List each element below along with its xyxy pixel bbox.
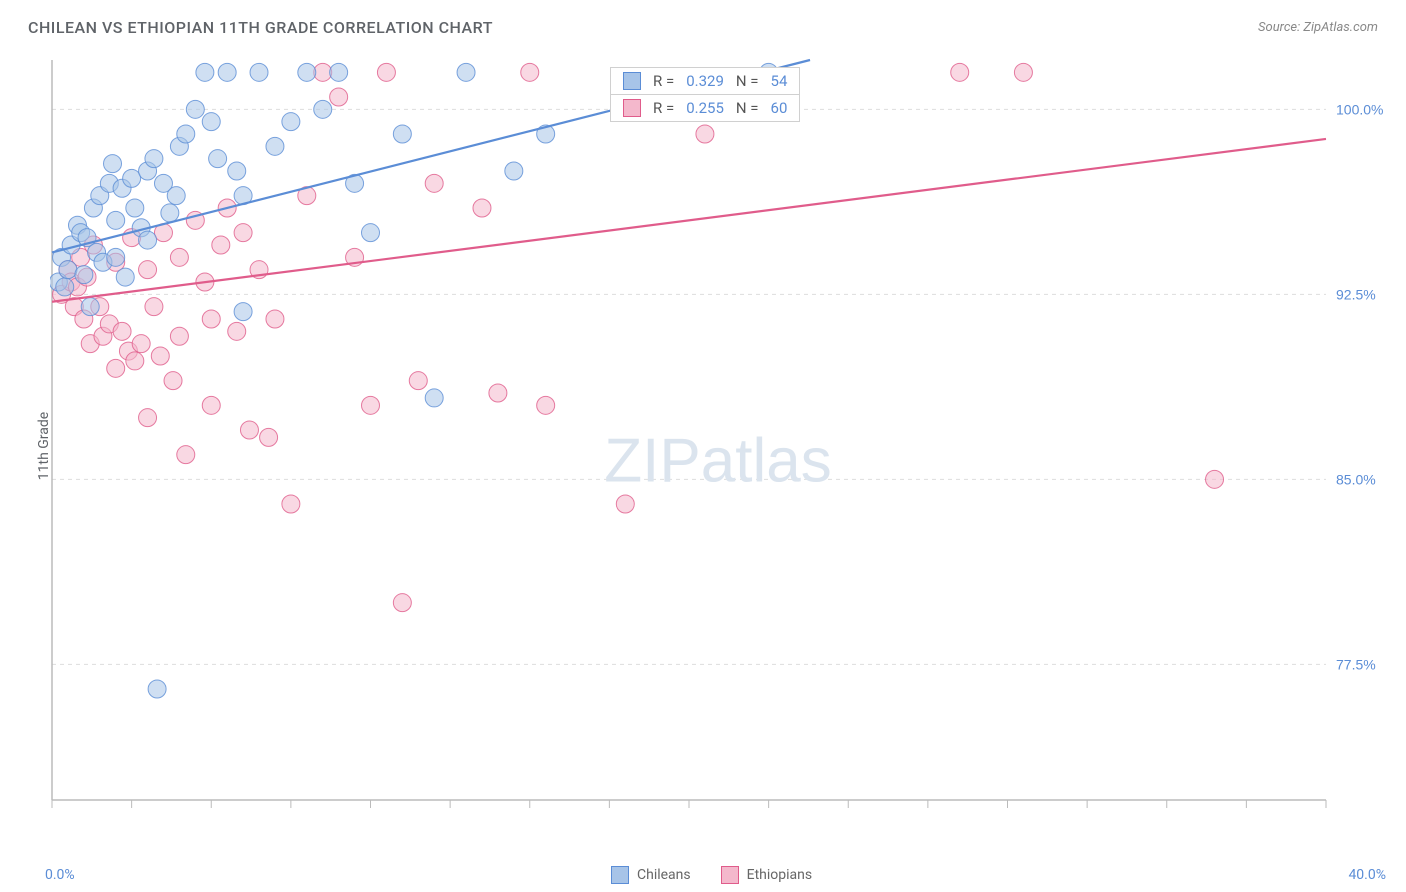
x-axis-max-label: 40.0% [1348, 867, 1386, 883]
legend-label-b: Ethiopians [747, 867, 812, 883]
legend-swatch-a [623, 72, 641, 90]
legend-item-b: Ethiopians [721, 866, 812, 884]
correlation-legend: R =0.329 N =54 R =0.255 N =60 [610, 67, 800, 122]
x-axis-footer: 0.0% Chileans Ethiopians 40.0% [45, 866, 1386, 884]
r-value-b: 0.255 [686, 99, 724, 117]
legend-label-a: Chileans [637, 867, 691, 883]
svg-text:100.0%: 100.0% [1336, 101, 1383, 117]
legend-row-b: R =0.255 N =60 [611, 95, 799, 121]
legend-item-a: Chileans [611, 866, 691, 884]
chart-title: CHILEAN VS ETHIOPIAN 11TH GRADE CORRELAT… [28, 18, 493, 37]
source-label: Source: ZipAtlas.com [1258, 20, 1378, 35]
x-axis-min-label: 0.0% [45, 867, 75, 883]
svg-text:85.0%: 85.0% [1336, 471, 1376, 487]
r-value-a: 0.329 [686, 72, 724, 90]
svg-text:92.5%: 92.5% [1336, 286, 1376, 302]
series-legend: Chileans Ethiopians [611, 866, 812, 884]
legend-swatch-a-footer [611, 866, 629, 884]
legend-swatch-b-footer [721, 866, 739, 884]
chart-area: 77.5%85.0%92.5%100.0% ZIPatlas R =0.329 … [50, 55, 1386, 852]
svg-text:77.5%: 77.5% [1336, 656, 1376, 672]
n-value-a: 54 [771, 72, 788, 90]
legend-row-a: R =0.329 N =54 [611, 68, 799, 95]
legend-swatch-b [623, 99, 641, 117]
n-value-b: 60 [771, 99, 788, 117]
scatter-chart: 77.5% 85.0% 92.5% 100.0% [50, 55, 1386, 820]
